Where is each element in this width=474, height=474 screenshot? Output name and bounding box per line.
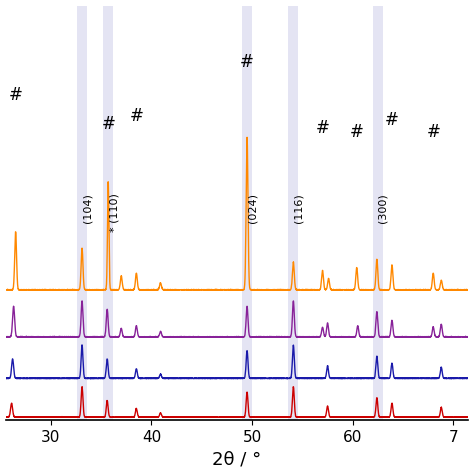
Text: (116): (116) bbox=[293, 193, 303, 223]
Text: #: # bbox=[240, 54, 254, 72]
Bar bbox=[242, 6, 252, 420]
Text: #: # bbox=[101, 115, 115, 133]
Text: (300): (300) bbox=[378, 193, 388, 223]
Bar bbox=[288, 6, 299, 420]
Text: #: # bbox=[316, 119, 329, 137]
Text: #: # bbox=[426, 123, 440, 141]
Bar bbox=[77, 6, 87, 420]
X-axis label: 2θ / °: 2θ / ° bbox=[212, 450, 262, 468]
Text: #: # bbox=[129, 107, 143, 125]
Text: #: # bbox=[350, 123, 364, 141]
Text: * (110): * (110) bbox=[109, 193, 119, 232]
Bar bbox=[103, 6, 113, 420]
Bar bbox=[373, 6, 383, 420]
Text: #: # bbox=[385, 111, 399, 129]
Text: (024): (024) bbox=[247, 193, 257, 223]
Text: #: # bbox=[9, 86, 23, 104]
Text: (104): (104) bbox=[82, 193, 92, 223]
